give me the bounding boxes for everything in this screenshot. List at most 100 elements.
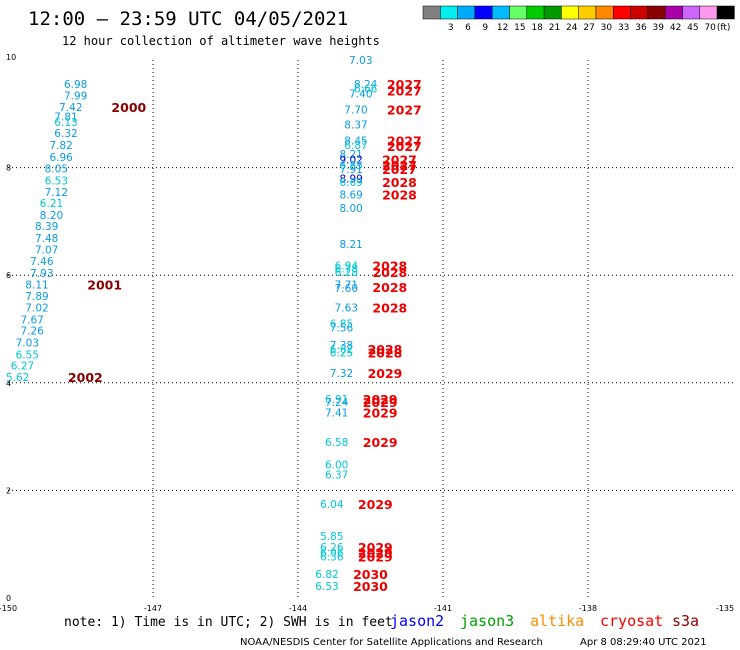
- plot-grid: [8, 60, 733, 598]
- wave-height-value: 8.69: [339, 190, 362, 202]
- wave-height-value: 6.27: [11, 361, 34, 373]
- time-label: 2002: [68, 370, 103, 385]
- wave-height-value: 8.45: [344, 136, 367, 148]
- wave-height-value: 6.85: [339, 160, 362, 172]
- x-tick-label: -141: [434, 604, 452, 613]
- colorbar-swatch: [422, 5, 441, 20]
- colorbar-swatch: [491, 5, 510, 20]
- colorbar-swatch: [682, 5, 701, 20]
- time-label: 2028: [372, 259, 407, 274]
- wave-height-value: 6.69: [339, 177, 362, 189]
- wave-height-value: 6.98: [64, 79, 87, 91]
- colorbar-label: 42: [670, 23, 681, 33]
- colorbar-label: 27: [583, 23, 594, 33]
- colorbar-label: 12: [497, 23, 508, 33]
- footer-timestamp: Apr 8 08:29:40 UTC 2021: [580, 637, 707, 648]
- wave-height-value: 6.87: [344, 140, 367, 152]
- colorbar-label: 3: [448, 23, 454, 33]
- time-label: 2029: [363, 435, 398, 450]
- colorbar-label: 15: [514, 23, 525, 33]
- colorbar-label: 9: [482, 23, 488, 33]
- wave-height-value: 6.58: [325, 437, 348, 449]
- footer-note: note: 1) Time is in UTC; 2) SWH is in fe…: [64, 615, 393, 630]
- wave-height-value: 8.21: [339, 149, 362, 161]
- wave-height-value: 7.70: [344, 104, 367, 116]
- wave-height-value: 8.39: [35, 221, 58, 233]
- time-label: 2028: [372, 265, 407, 280]
- time-label: 2028: [382, 188, 417, 203]
- wave-height-value: 8.99: [339, 173, 362, 185]
- wave-height-value: 8.20: [40, 210, 63, 222]
- time-label: 2029: [358, 540, 393, 555]
- wave-height-value: 7.32: [330, 368, 353, 380]
- chart-title: 12:00 – 23:59 UTC 04/05/2021: [28, 8, 348, 30]
- colorbar-label: 70: [704, 23, 716, 33]
- time-label: 2029: [363, 395, 398, 410]
- wave-height-value: 6.21: [40, 198, 63, 210]
- wave-height-value: 6.55: [16, 349, 39, 361]
- time-label: 2027: [382, 158, 417, 173]
- colorbar-swatch: [716, 5, 735, 20]
- wave-height-value: 7.41: [325, 407, 348, 419]
- colorbar-label: 30: [601, 23, 613, 33]
- wave-height-value: 6.25: [330, 348, 353, 360]
- time-label: 2027: [387, 77, 422, 92]
- y-axis-ticks: 0 2 4 6 8 10: [6, 53, 16, 603]
- wave-height-value: 7.82: [49, 140, 72, 152]
- wave-height-value: 7.26: [20, 326, 44, 338]
- mission-jason2: jason2: [390, 612, 444, 630]
- time-label: 2027: [387, 134, 422, 149]
- colorbar-label: 45: [687, 23, 698, 33]
- time-label: 2029: [363, 405, 398, 420]
- wave-height-value: 7.03: [349, 55, 372, 67]
- colorbar-swatch: [561, 5, 579, 20]
- mission-altika: altika: [530, 612, 584, 630]
- time-label: 2029: [363, 392, 398, 407]
- y-tick-label: 8: [6, 164, 11, 173]
- wave-height-value: 7.24: [325, 397, 349, 409]
- wave-height-value: 8.21: [339, 239, 362, 251]
- colorbar-label: 36: [635, 23, 647, 33]
- colorbar-swatch: [474, 5, 493, 20]
- time-label: 2030: [353, 567, 388, 582]
- wave-height-value: 7.07: [35, 244, 58, 256]
- wave-height-value: 7.63: [335, 302, 358, 314]
- wave-height-value: 7.71: [335, 279, 358, 291]
- time-label: 2027: [387, 139, 422, 154]
- colorbar-swatch: [613, 5, 631, 20]
- y-tick-label: 10: [6, 53, 16, 62]
- wave-height-value: 6.28: [335, 267, 358, 279]
- wave-height-value: 7.91: [339, 164, 362, 176]
- colorbar-label: 18: [531, 23, 543, 33]
- colorbar-swatch: [457, 5, 476, 20]
- time-label: 2028: [368, 342, 403, 357]
- wave-height-value: 6.32: [54, 128, 77, 140]
- wave-height-value: 7.89: [25, 291, 48, 303]
- wave-height-value: 7.99: [64, 91, 87, 103]
- y-tick-label: 0: [6, 594, 11, 603]
- colorbar-swatch: [699, 5, 718, 20]
- x-tick-label: -138: [579, 604, 597, 613]
- wave-height-value: 9.02: [339, 155, 362, 167]
- wave-height-value: 7.02: [25, 302, 48, 314]
- chart-subtitle: 12 hour collection of altimeter wave hei…: [62, 34, 380, 48]
- wave-height-value: 6.85: [330, 319, 353, 331]
- wave-height-value: 7.38: [330, 340, 353, 352]
- wave-height-value: 6.94: [335, 261, 359, 273]
- colorbar-label: 6: [465, 23, 471, 33]
- footer-credit: NOAA/NESDIS Center for Satellite Applica…: [240, 637, 543, 648]
- time-label: 2029: [358, 550, 393, 565]
- wave-height-value: 6.26: [320, 542, 344, 554]
- time-label: 2001: [87, 277, 122, 292]
- colorbar-swatch: [526, 5, 545, 20]
- wave-height-value: 7.46: [30, 256, 54, 268]
- x-tick-label: -150: [0, 604, 17, 613]
- wave-height-labels: 6.987.997.427.816.136.327.826.968.056.53…: [6, 55, 422, 594]
- wave-height-value: 6.04: [320, 499, 344, 511]
- colorbar-swatch: [664, 5, 683, 20]
- wave-height-value: 6.78: [335, 264, 358, 276]
- time-label: 2027: [387, 102, 422, 117]
- colorbar-label: 21: [549, 23, 560, 33]
- x-axis-ticks: -150 -147 -144 -141 -138 -135: [0, 604, 734, 613]
- wave-height-value: 7.03: [16, 337, 39, 349]
